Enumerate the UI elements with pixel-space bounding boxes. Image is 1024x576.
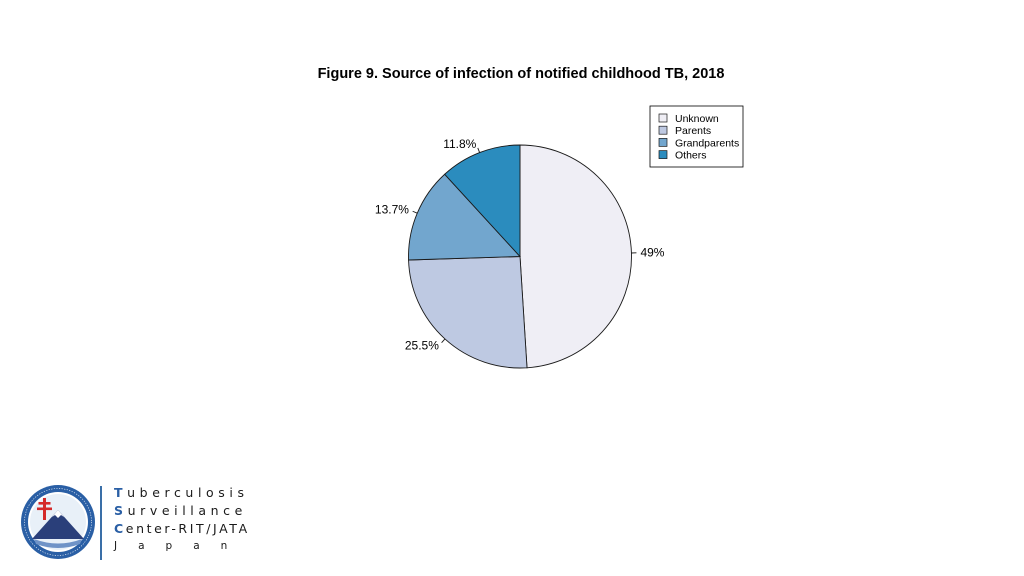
logo-line-japan: Japan (114, 540, 249, 552)
pie-slices (408, 144, 632, 369)
organization-logo: Tuberculosis Surveillance Center-RIT/JAT… (20, 482, 280, 562)
pie-label-unknown: 49% (640, 246, 664, 260)
pie-slice-parents (408, 256, 528, 369)
pie-label-grandparents: 13.7% (375, 203, 409, 217)
logo-line-surveillance: Surveillance (114, 503, 247, 518)
legend-label-unknown: Unknown (675, 113, 719, 125)
legend-swatch-parents (658, 125, 668, 135)
logo-divider (100, 486, 102, 560)
pie-label-others: 11.8% (443, 137, 476, 151)
chart-title: Figure 9. Source of infection of notifie… (317, 66, 725, 82)
legend-label-grandparents: Grandparents (675, 137, 739, 149)
pie-leader-grandparents (412, 210, 418, 214)
pie-labels: 49% 25.5% 13.7% 11.8% (375, 137, 665, 352)
legend-swatch-grandparents (658, 138, 668, 147)
legend-label-parents: Parents (675, 125, 711, 137)
legend-swatch-unknown (658, 113, 668, 123)
pie-leader-others (477, 147, 481, 153)
logo-line-center: Center-RIT/JATA (114, 521, 250, 536)
legend-label-others: Others (675, 150, 707, 162)
legend-swatch-others (658, 150, 668, 159)
pie-slice-unknown (519, 144, 632, 369)
pie-label-parents: 25.5% (405, 339, 439, 353)
jata-seal-icon (21, 485, 95, 559)
logo-line-tuberculosis: Tuberculosis (114, 485, 249, 500)
pie-slice-grandparents (408, 173, 521, 261)
pie-leader-parents (441, 338, 446, 343)
